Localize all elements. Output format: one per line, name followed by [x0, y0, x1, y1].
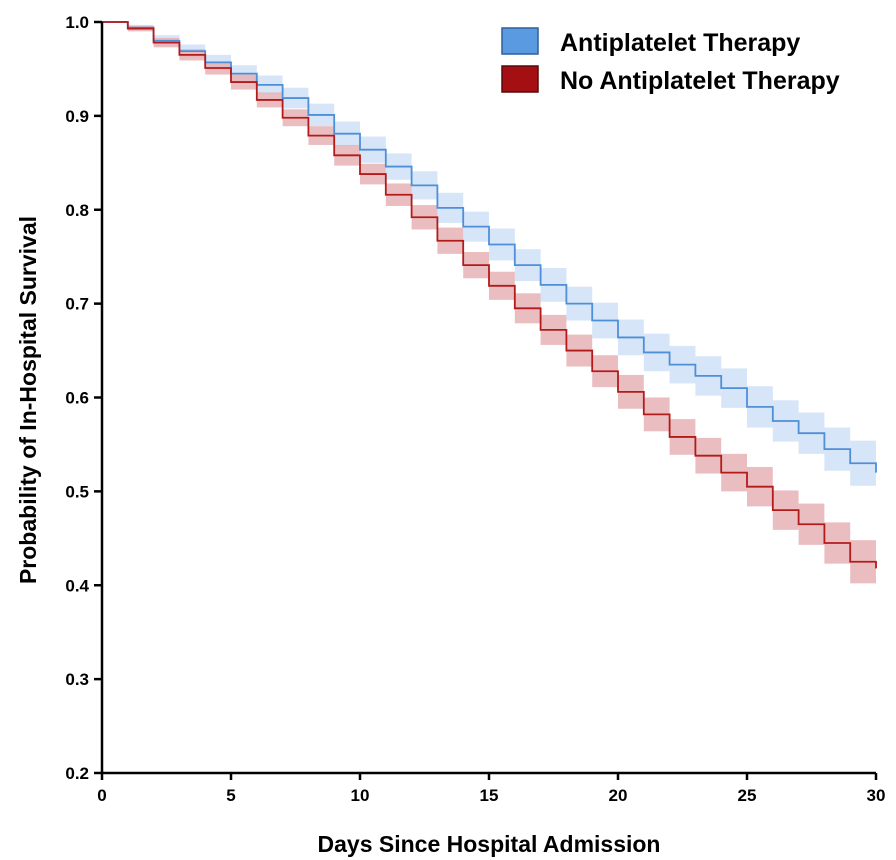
x-tick-label: 10 [351, 786, 370, 805]
y-tick-label: 0.8 [65, 201, 89, 220]
y-tick-label: 1.0 [65, 13, 89, 32]
y-tick-label: 0.3 [65, 670, 89, 689]
x-tick-label: 20 [609, 786, 628, 805]
y-tick-label: 0.9 [65, 107, 89, 126]
confidence-bands [127, 24, 876, 584]
legend-swatch-no-antiplatelet [501, 65, 539, 93]
legend-swatch-antiplatelet [501, 27, 539, 55]
survival-line-no-antiplatelet [102, 21, 877, 569]
x-axis-title: Days Since Hospital Admission [318, 831, 661, 857]
legend-label-antiplatelet: Antiplatelet Therapy [560, 29, 800, 57]
y-tick-label: 0.2 [65, 764, 89, 783]
y-tick-label: 0.6 [65, 389, 89, 408]
y-tick-label: 0.4 [65, 576, 89, 595]
legend: Antiplatelet Therapy No Antiplatelet The… [501, 27, 840, 95]
x-axis-ticks: 0 5 10 15 20 25 30 [97, 773, 885, 805]
x-tick-label: 25 [738, 786, 757, 805]
survival-lines [102, 21, 877, 569]
legend-label-no-antiplatelet: No Antiplatelet Therapy [560, 67, 840, 95]
x-tick-label: 15 [480, 786, 499, 805]
y-tick-label: 0.5 [65, 482, 89, 501]
y-axis-ticks: 0.2 0.3 0.4 0.5 0.6 0.7 0.8 0.9 1.0 [65, 13, 102, 783]
x-tick-label: 0 [97, 786, 106, 805]
y-axis-title: Probability of In-Hospital Survival [15, 216, 41, 584]
y-tick-label: 0.7 [65, 295, 89, 314]
x-tick-label: 5 [226, 786, 235, 805]
x-tick-label: 30 [867, 786, 886, 805]
